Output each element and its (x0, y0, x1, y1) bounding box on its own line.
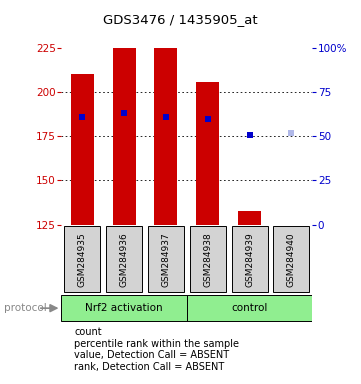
Bar (238, 210, 261, 225)
Bar (196, 81, 219, 225)
Text: GSM284939: GSM284939 (245, 232, 254, 286)
Text: percentile rank within the sample: percentile rank within the sample (74, 339, 239, 349)
Text: control: control (231, 303, 268, 313)
Bar (187, 295, 312, 321)
Bar (61, 295, 187, 321)
Text: GSM284938: GSM284938 (203, 232, 212, 286)
Text: GSM284935: GSM284935 (78, 232, 87, 286)
Text: GSM284937: GSM284937 (161, 232, 170, 286)
Bar (64, 226, 100, 292)
Bar (148, 226, 184, 292)
Text: rank, Detection Call = ABSENT: rank, Detection Call = ABSENT (74, 362, 224, 372)
Bar (231, 226, 268, 292)
Text: GSM284936: GSM284936 (119, 232, 129, 286)
Text: Nrf2 activation: Nrf2 activation (85, 303, 163, 313)
Bar (106, 226, 142, 292)
Bar (273, 226, 309, 292)
Text: GDS3476 / 1435905_at: GDS3476 / 1435905_at (103, 13, 258, 26)
Text: count: count (74, 327, 102, 337)
Bar (190, 226, 226, 292)
Bar (155, 48, 177, 225)
Text: GSM284940: GSM284940 (287, 232, 296, 286)
Text: protocol: protocol (4, 303, 46, 313)
Bar (71, 74, 94, 225)
Text: value, Detection Call = ABSENT: value, Detection Call = ABSENT (74, 350, 229, 360)
Bar (113, 48, 136, 225)
